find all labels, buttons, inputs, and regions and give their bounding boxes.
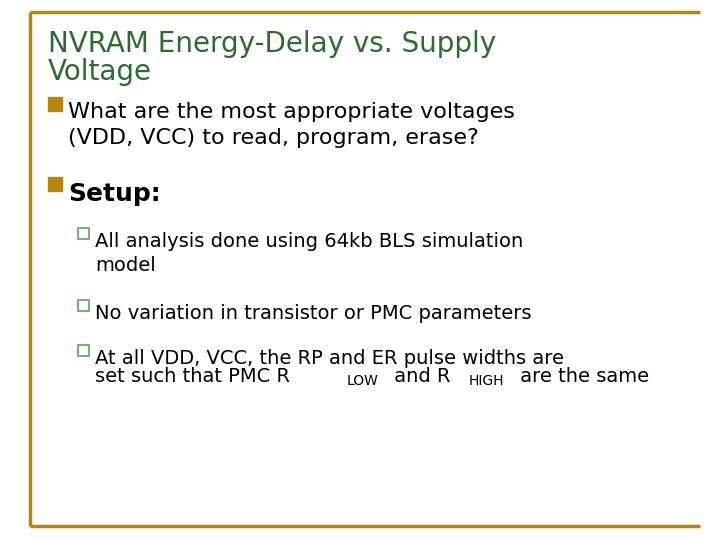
Text: model: model xyxy=(95,256,156,275)
Text: (VDD, VCC) to read, program, erase?: (VDD, VCC) to read, program, erase? xyxy=(68,128,479,148)
Text: and R: and R xyxy=(388,367,450,386)
Bar xyxy=(48,97,62,111)
Text: Setup:: Setup: xyxy=(68,182,161,206)
Text: LOW: LOW xyxy=(346,374,379,388)
Text: Voltage: Voltage xyxy=(48,58,152,86)
Text: NVRAM Energy-Delay vs. Supply: NVRAM Energy-Delay vs. Supply xyxy=(48,30,496,58)
Bar xyxy=(78,228,89,239)
Text: are the same: are the same xyxy=(514,367,649,386)
Text: All analysis done using 64kb BLS simulation: All analysis done using 64kb BLS simulat… xyxy=(95,232,523,251)
Bar xyxy=(48,177,62,191)
Text: What are the most appropriate voltages: What are the most appropriate voltages xyxy=(68,102,515,122)
Text: No variation in transistor or PMC parameters: No variation in transistor or PMC parame… xyxy=(95,304,531,323)
Text: set such that PMC R: set such that PMC R xyxy=(95,367,290,386)
Text: At all VDD, VCC, the RP and ER pulse widths are: At all VDD, VCC, the RP and ER pulse wid… xyxy=(95,349,564,368)
Text: HIGH: HIGH xyxy=(469,374,504,388)
Bar xyxy=(78,345,89,356)
Bar xyxy=(78,300,89,311)
